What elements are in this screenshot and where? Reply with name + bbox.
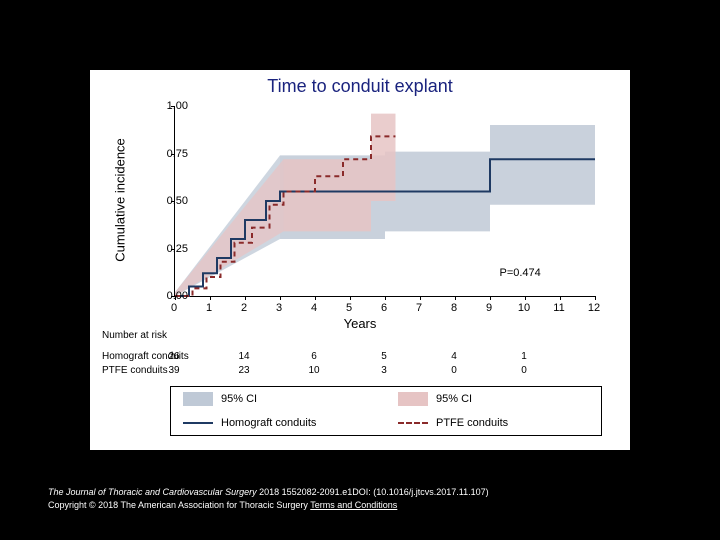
legend-item-ci-ptfe: 95% CI (386, 392, 601, 406)
x-tick-label: 11 (553, 302, 564, 314)
legend-swatch (183, 392, 213, 406)
legend-label: 95% CI (436, 393, 472, 405)
x-tick-label: 1 (206, 302, 212, 314)
risk-cell: 23 (232, 364, 256, 378)
y-tick-label: 0.00 (148, 290, 188, 302)
legend-label: PTFE conduits (436, 417, 508, 429)
risk-cell: 4 (442, 350, 466, 364)
legend-item-ci-homograft: 95% CI (171, 392, 386, 406)
risk-cell: 0 (442, 364, 466, 378)
risk-cell: 10 (302, 364, 326, 378)
chart-title: Time to conduit explant (90, 76, 630, 97)
x-tick-label: 12 (588, 302, 600, 314)
citation-footer: The Journal of Thoracic and Cardiovascul… (48, 486, 489, 512)
y-tick-label: 1.00 (148, 100, 188, 112)
citation-line-2: Copyright © 2018 The American Associatio… (48, 499, 489, 512)
risk-table-header: Number at risk (102, 329, 236, 343)
number-at-risk-table: Number at riskHomograft conduits26146541… (90, 336, 630, 382)
x-tick-label: 7 (416, 302, 422, 314)
risk-cell: 0 (512, 364, 536, 378)
risk-cell: 14 (232, 350, 256, 364)
risk-cell: 6 (302, 350, 326, 364)
legend-label: 95% CI (221, 393, 257, 405)
slide: Time to conduit explant Cumulative incid… (0, 0, 720, 540)
risk-cell: 26 (162, 350, 186, 364)
risk-table-row: Homograft conduits26146541 (90, 350, 630, 364)
x-tick-label: 10 (518, 302, 530, 314)
legend-swatch (398, 392, 428, 406)
legend-item-ptfe-line: PTFE conduits (386, 416, 601, 430)
legend-label: Homograft conduits (221, 417, 316, 429)
citation-line-1: The Journal of Thoracic and Cardiovascul… (48, 486, 489, 499)
legend-swatch (398, 416, 428, 430)
journal-name: The Journal of Thoracic and Cardiovascul… (48, 487, 257, 497)
p-value-text: P=0.474 (500, 267, 541, 279)
risk-cell: 5 (372, 350, 396, 364)
y-tick-label: 0.75 (148, 148, 188, 160)
y-tick-label: 0.50 (148, 195, 188, 207)
legend-item-homograft-line: Homograft conduits (171, 416, 386, 430)
risk-cell: 39 (162, 364, 186, 378)
x-tick-label: 0 (171, 302, 177, 314)
risk-cell: 1 (512, 350, 536, 364)
terms-link[interactable]: Terms and Conditions (310, 500, 397, 510)
legend: 95% CI 95% CI Homograft conduits PTFE co… (170, 386, 602, 436)
x-tick-label: 4 (311, 302, 317, 314)
figure-panel: Time to conduit explant Cumulative incid… (90, 70, 630, 450)
legend-swatch (183, 416, 213, 430)
y-tick-label: 0.25 (148, 243, 188, 255)
y-axis-label: Cumulative incidence (113, 138, 128, 262)
x-tick-label: 9 (486, 302, 492, 314)
x-tick-label: 5 (346, 302, 352, 314)
x-tick-label: 3 (276, 302, 282, 314)
risk-cell: 3 (372, 364, 396, 378)
copyright-text: Copyright © 2018 The American Associatio… (48, 500, 310, 510)
x-tick-label: 8 (451, 302, 457, 314)
risk-table-row: PTFE conduits392310300 (90, 364, 630, 378)
citation-rest: 2018 1552082-2091.e1DOI: (10.1016/j.jtcv… (257, 487, 489, 497)
x-tick-label: 6 (381, 302, 387, 314)
x-tick-label: 2 (241, 302, 247, 314)
